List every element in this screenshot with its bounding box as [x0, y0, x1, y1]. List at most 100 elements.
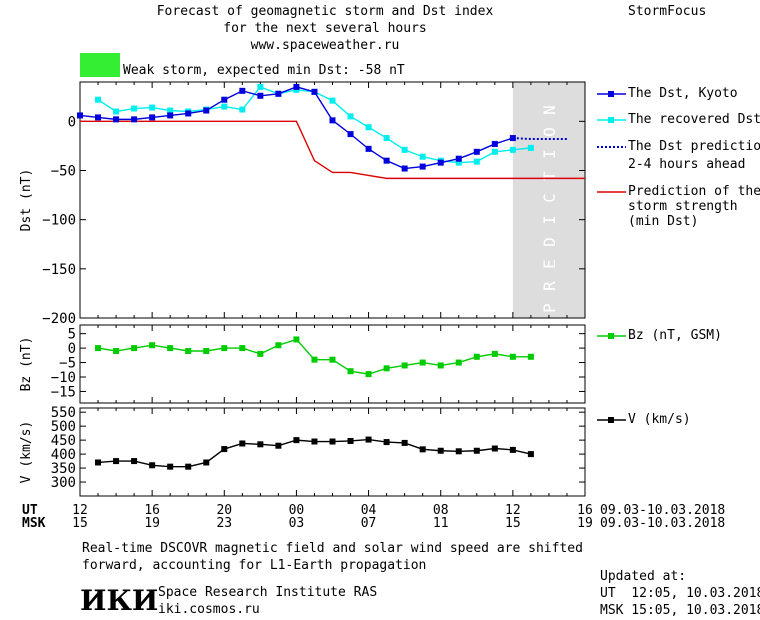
dst-kyoto-point: [491, 140, 498, 147]
prediction-letter: D: [540, 237, 559, 247]
legend-bz-label: Bz (nT, GSM): [628, 328, 722, 343]
storm-strength-line: [80, 120, 585, 180]
legend-strength-label-2: storm strength: [628, 199, 738, 214]
bz-point: [311, 356, 318, 363]
bz-point: [113, 348, 120, 354]
recovered-dst-point: [383, 135, 390, 142]
solar-wind-speed-point: [203, 459, 210, 466]
prediction-band: [512, 82, 585, 318]
recovered-dst-point: [455, 159, 462, 166]
ut-tick-label: 16: [144, 503, 160, 518]
bz-point: [167, 345, 174, 352]
recovered-dst-point: [167, 107, 174, 114]
prediction-letter: O: [540, 127, 559, 137]
bz-point: [491, 350, 498, 357]
recovered-dst-point: [419, 153, 426, 160]
recovered-dst-point: [329, 97, 336, 104]
bz-point: [257, 350, 264, 357]
dst-kyoto-point: [275, 90, 282, 97]
bz-point: [401, 362, 408, 369]
recovered-dst-line: [97, 86, 531, 164]
solar-wind-speed-point: [275, 442, 282, 449]
prediction-letter: P: [540, 303, 559, 313]
recovered-dst-point: [257, 83, 264, 90]
institute-name: Space Research Institute RAS: [158, 585, 378, 600]
recovered-dst-legend-marker: [608, 117, 614, 123]
chart-title-line2: for the next several hours: [223, 21, 427, 36]
recovered-dst-point: [401, 146, 408, 153]
dst-kyoto-point: [257, 92, 264, 99]
bz-point: [419, 359, 426, 366]
prediction-letter: I: [540, 149, 559, 159]
prediction-letter: C: [540, 193, 559, 203]
bz-legend-marker: [608, 333, 614, 339]
bz-point: [329, 356, 336, 363]
updated-ut: UT 12:05, 10.03.2018: [600, 586, 760, 601]
solar-wind-speed-point: [113, 458, 120, 465]
legend-strength-label-1: Prediction of the: [628, 184, 760, 199]
ut-tick-label: 12: [72, 503, 88, 518]
ut-tick-label: 16: [577, 503, 593, 518]
solar-wind-speed-point: [221, 446, 228, 453]
y-tick-label: 5: [68, 327, 76, 343]
ut-tick-label: 04: [360, 503, 377, 518]
solar-wind-speed-point: [437, 447, 444, 454]
solar-wind-speed-point: [509, 446, 516, 453]
dst-kyoto-point: [311, 88, 318, 95]
prediction-letter: E: [540, 259, 559, 269]
footer-note-line1: Real-time DSCOVR magnetic field and sola…: [82, 541, 583, 556]
solar-wind-speed-point: [311, 438, 318, 445]
solar-wind-speed-point: [491, 445, 498, 452]
recovered-dst-point: [239, 106, 246, 113]
chart-title-line3: www.spaceweather.ru: [250, 38, 400, 53]
storm-status-text: Weak storm, expected min Dst: -58 nT: [123, 63, 405, 78]
solar-wind-speed-point: [167, 463, 174, 470]
msk-tick-label: 03: [288, 516, 305, 531]
recovered-dst-point: [473, 158, 480, 165]
ut-tick-label: 12: [505, 503, 521, 518]
recovered-dst-point: [347, 113, 354, 120]
y-tick-label: 550: [51, 405, 76, 421]
dst-kyoto-point: [365, 145, 372, 152]
solar-wind-speed-point: [383, 439, 390, 446]
y-axis-label: Bz (nT): [19, 337, 34, 392]
legend-recovered-label: The recovered Dst: [628, 112, 760, 127]
legend-prediction-label-1: The Dst prediction: [628, 139, 760, 154]
dst-kyoto-point: [185, 110, 192, 117]
msk-tick-label: 15: [72, 516, 88, 531]
dst-kyoto-point: [383, 157, 390, 164]
recovered-dst-point: [221, 103, 228, 110]
msk-tick-label: 19: [577, 516, 593, 531]
bz-point: [239, 345, 246, 352]
bz-point: [293, 336, 300, 343]
dst-kyoto-point: [203, 107, 210, 114]
solar-wind-speed-point: [401, 439, 408, 446]
solar-wind-speed-point: [365, 436, 372, 443]
msk-axis-label: MSK: [22, 516, 46, 531]
dst-prediction-line: [512, 137, 567, 141]
y-axis-label: V (km/s): [19, 421, 34, 484]
solar-wind-speed-point: [185, 463, 192, 470]
solar-wind-speed-point: [131, 458, 138, 465]
legend-v-label: V (km/s): [628, 412, 691, 427]
dst-kyoto-point: [239, 87, 246, 94]
solar-wind-speed-point: [239, 440, 246, 447]
msk-date-range: 09.03-10.03.2018: [600, 516, 726, 531]
bz-point: [527, 353, 534, 360]
bz-point: [131, 345, 138, 352]
bz-point: [275, 342, 282, 349]
bz-point: [509, 353, 516, 360]
bz-point: [437, 362, 444, 369]
bz-point: [455, 359, 462, 366]
dst-kyoto-point: [437, 159, 444, 166]
dst-kyoto-point: [455, 155, 462, 162]
msk-tick-label: 19: [144, 516, 160, 531]
y-tick-label: 0: [68, 114, 76, 130]
legend-dst-kyoto-label: The Dst, Kyoto: [628, 86, 738, 101]
prediction-letter: T: [540, 171, 559, 181]
y-tick-label: 500: [51, 419, 76, 435]
recovered-dst-point: [527, 144, 534, 151]
y-tick-label: −15: [51, 384, 76, 400]
bz-point: [365, 371, 372, 378]
